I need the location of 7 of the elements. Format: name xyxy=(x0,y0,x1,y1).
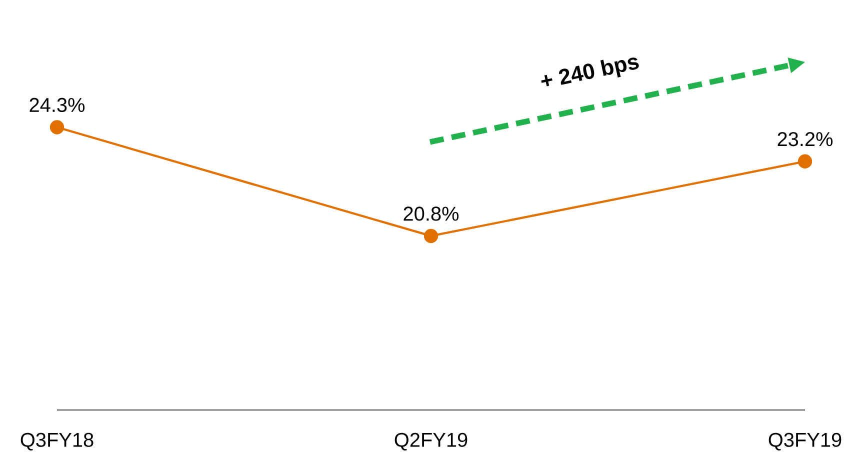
text: + 240 bps xyxy=(541,58,639,86)
x-tick-label: Q3FY18 xyxy=(20,432,94,450)
data-label: 20.8% xyxy=(404,206,459,221)
x-tick-label: Q2FY19 xyxy=(394,432,468,450)
x-tick-label: Q3FY19 xyxy=(768,432,842,450)
data-label: 24.3% xyxy=(30,98,85,112)
data-label: 23.2% xyxy=(778,132,833,146)
